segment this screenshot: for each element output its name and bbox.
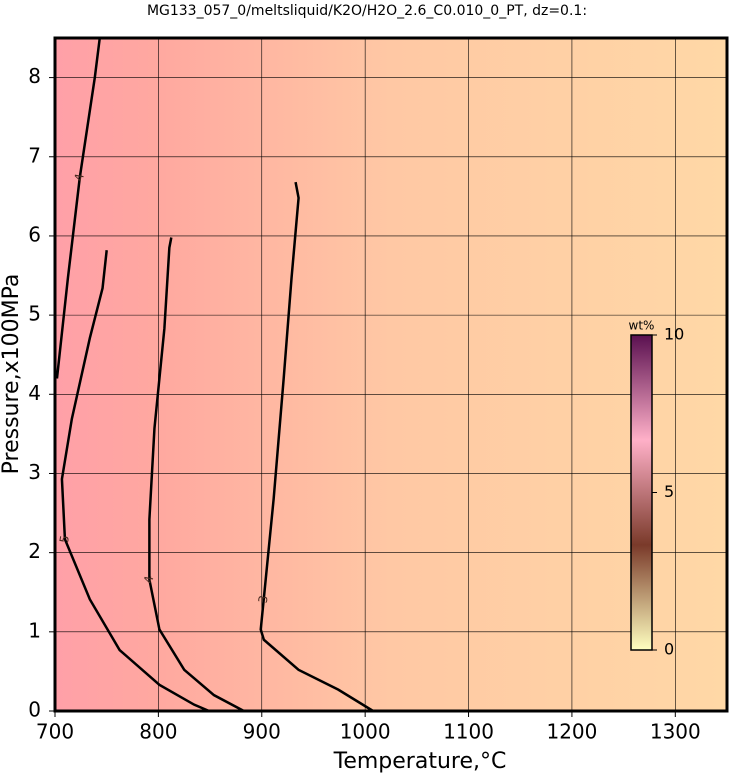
x-tick-label: 1000 bbox=[340, 720, 391, 744]
contour-line bbox=[148, 237, 245, 713]
y-tick-label: 6 bbox=[28, 222, 41, 246]
contour-label: 5 bbox=[57, 534, 72, 544]
contour-line bbox=[55, 37, 102, 379]
x-tick-label: 1300 bbox=[650, 720, 701, 744]
contour-line bbox=[259, 181, 374, 713]
colorbar-tick-label: 5 bbox=[664, 482, 674, 501]
x-tick-label: 1100 bbox=[443, 720, 494, 744]
colorbar-tick-label: 10 bbox=[664, 325, 684, 344]
colorbar-tick-label: 0 bbox=[664, 640, 674, 659]
contour-line bbox=[60, 250, 210, 713]
contour-label: 3 bbox=[256, 594, 271, 604]
y-tick-label: 1 bbox=[28, 618, 41, 642]
y-tick-label: 5 bbox=[28, 302, 41, 326]
plot-area bbox=[55, 38, 727, 711]
y-axis-title: Pressure,x100MPa bbox=[0, 274, 24, 475]
x-tick-label: 700 bbox=[36, 720, 74, 744]
contour-label: 4 bbox=[72, 172, 87, 182]
y-tick-label: 2 bbox=[28, 539, 41, 563]
y-tick-label: 8 bbox=[28, 64, 41, 88]
frame bbox=[53, 36, 729, 713]
y-tick-label: 0 bbox=[28, 698, 41, 722]
chart-title: MG133_057_0/meltsliquid/K2O/H2O_2.6_C0.0… bbox=[147, 3, 587, 19]
colorbar-label: wt% bbox=[629, 319, 655, 333]
y-tick-label: 3 bbox=[28, 460, 41, 484]
y-tick-label: 4 bbox=[28, 381, 41, 405]
x-axis-title: Temperature,°C bbox=[333, 749, 507, 774]
x-tick-label: 900 bbox=[243, 720, 281, 744]
x-tick-label: 800 bbox=[139, 720, 177, 744]
colorbar bbox=[630, 334, 653, 651]
contour-label: 4 bbox=[141, 575, 156, 585]
y-tick-label: 7 bbox=[28, 143, 41, 167]
x-tick-label: 1200 bbox=[546, 720, 597, 744]
